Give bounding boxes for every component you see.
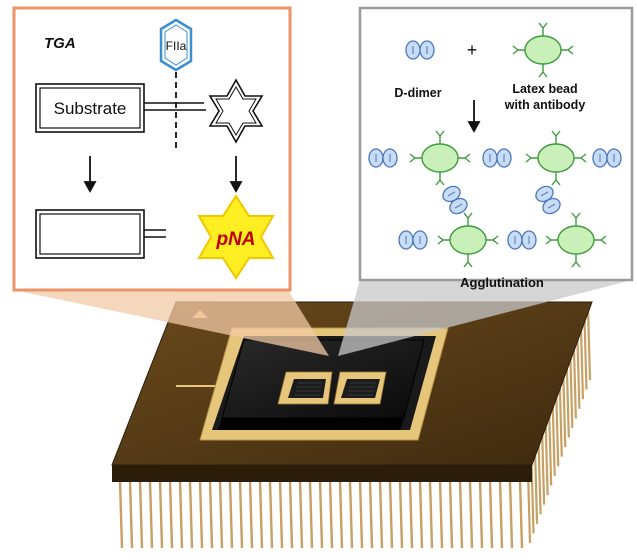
chip-pin [583,317,588,390]
substrate-label: Substrate [54,99,127,118]
chip-pin [562,375,567,448]
chip-pin [338,479,344,549]
chip-pin [448,479,454,549]
chip-pin [428,479,434,549]
chip-pin [388,479,394,549]
chip-pin [258,479,264,549]
electrode-left-inner [288,379,326,398]
chip-pin [198,479,204,549]
chip-pin [128,479,134,549]
chip-pin [541,432,546,505]
bead-label-line2: with antibody [504,98,586,112]
callout-wedge-left [14,290,329,356]
fiia-hexagon-icon [159,18,193,72]
chip-pin [158,479,164,549]
chip-pin [218,479,224,549]
chip-pin [208,479,214,549]
chip-pin [368,479,374,549]
chip-pin [328,479,334,549]
pna-star-icon [197,194,275,280]
chip-pin [168,479,174,549]
chip-pin [569,355,574,428]
chip-pin [318,479,324,549]
chip-pin [268,479,274,549]
chip-pin [565,365,570,438]
arrow-down-right-icon [229,156,243,193]
chip-pin [586,307,592,381]
chip-pin [488,479,494,549]
chip-pin [348,479,354,549]
agglutination-panel: + D-dimer Latex bead with antibody Agglu… [358,6,634,290]
chip-pin [478,479,484,549]
chip-pin [148,479,154,549]
pna-label: pNA [215,229,255,250]
arrow-down-icon [467,100,481,133]
chip-pin [228,479,234,549]
chip-pin [537,442,542,515]
chip-pin [298,479,304,549]
chip-pin [358,479,364,549]
ddimer-label: D-dimer [394,86,441,100]
chip-pin [398,479,404,549]
chip-pin [238,479,244,549]
chip-pin [526,470,532,544]
tga-panel: TGA FIIa Substrate [12,6,292,292]
plus-sign: + [467,40,478,60]
agglutination-label: Agglutination [460,275,544,290]
chip-pin [418,479,424,549]
chip-pin [248,479,254,549]
tga-label: TGA [44,35,76,52]
chip-pins [118,307,592,549]
chip-pin [188,479,194,549]
chip-pin [544,423,549,496]
chip-pin [518,479,524,549]
chip-pin [555,394,560,467]
chip-pin [178,479,184,549]
electrode-right-inner [341,379,380,398]
chip-pin [468,479,474,549]
chip-die-side [218,418,404,430]
chip-pin [278,479,284,549]
chip-pin [576,336,581,409]
chromophore-star-icon [208,78,264,144]
chip-pin [118,479,124,549]
cleaved-substrate-box [35,209,166,259]
chip-pin [458,479,464,549]
chip-pin [288,479,294,549]
chip-pin [378,479,384,549]
electrode-pattern [295,382,376,396]
chip-pin [408,479,414,549]
chip-pin [438,479,444,549]
chip [111,301,593,549]
callout-wedge-right [338,280,632,356]
chip-pin [548,413,553,486]
chip-pin [572,346,577,419]
chip-pin [533,451,539,524]
fiia-label: FIIa [166,39,187,53]
substrate-box [35,83,145,133]
chip-pin [138,479,144,549]
chip-pin [558,384,563,457]
chip-pin [498,479,504,549]
chip-pin [551,403,556,476]
chip-board-side [112,465,532,482]
chip-pin [308,479,314,549]
arrow-down-left-icon [83,156,97,193]
chip-pin [508,479,514,549]
bead-label-line1: Latex bead [512,82,577,96]
chip-pin [579,327,585,400]
